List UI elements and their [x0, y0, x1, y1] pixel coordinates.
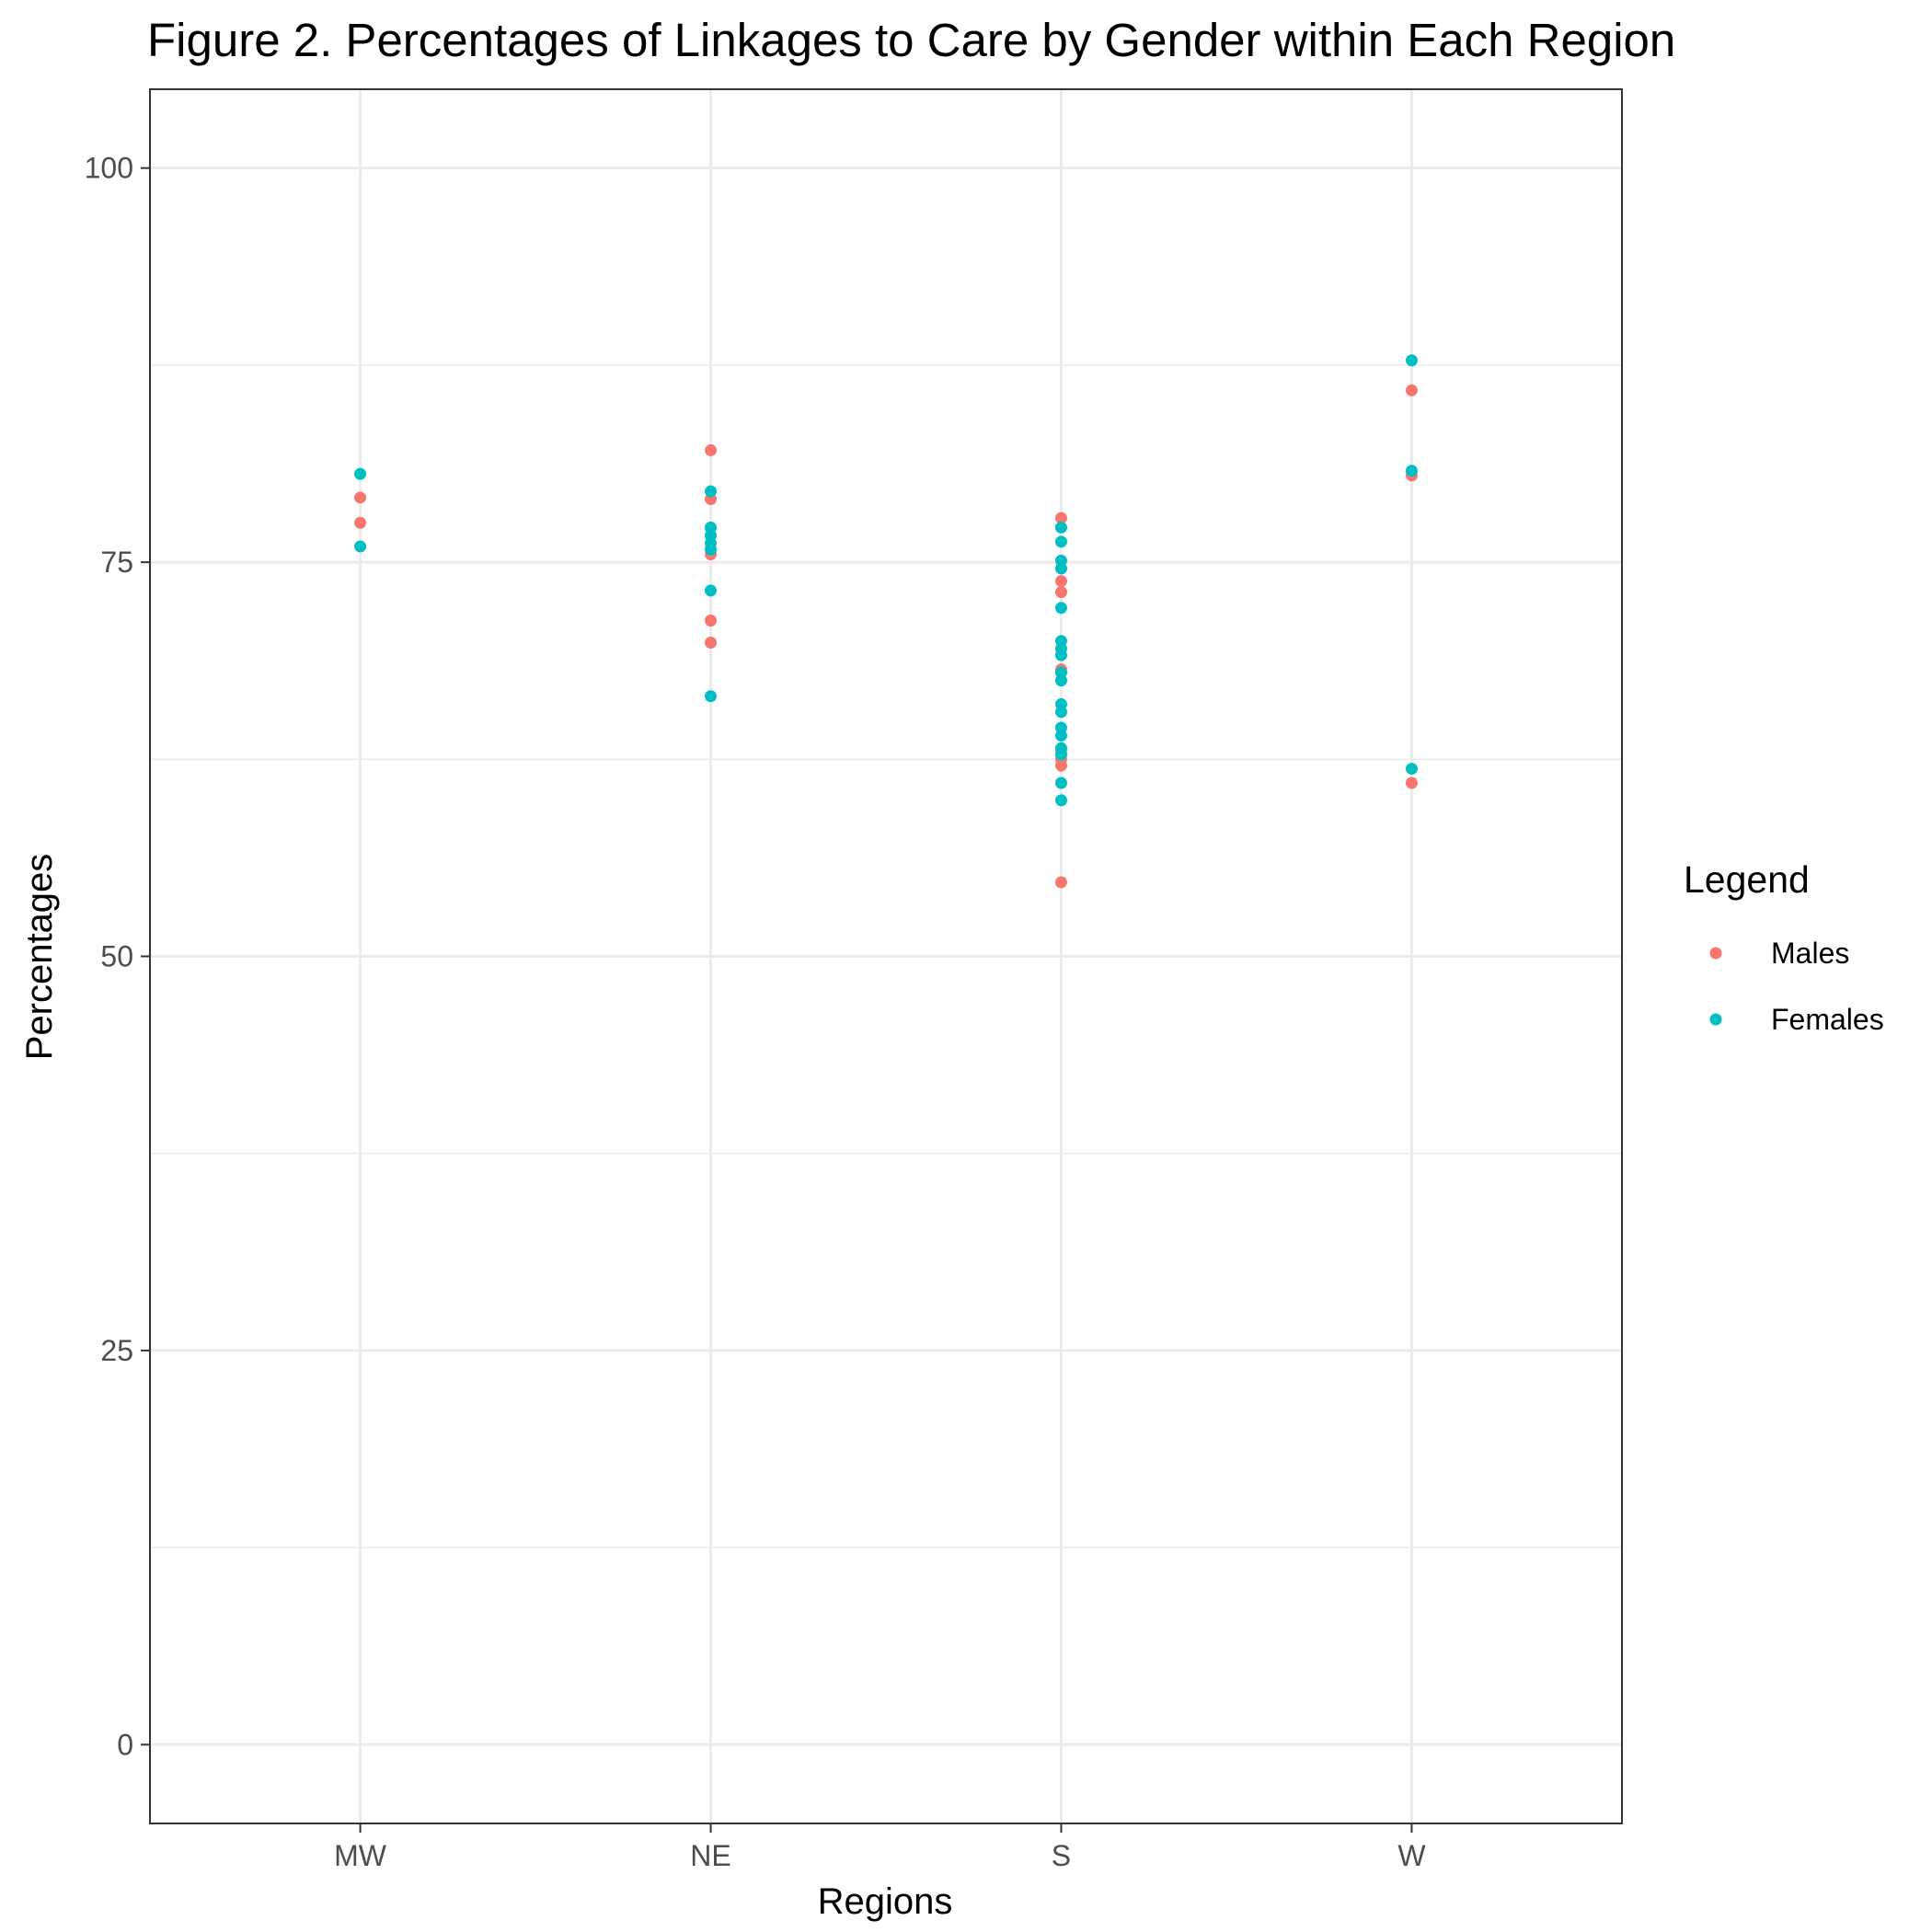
females-point [1054, 706, 1067, 719]
x-axis: MW NE S W [334, 1823, 1426, 1872]
minor-gridlines [150, 364, 1622, 1548]
females-point [354, 540, 367, 553]
females-point [1054, 748, 1067, 761]
major-gridlines [150, 89, 1622, 1823]
y-tick-label: 0 [117, 1728, 133, 1761]
legend-items: Males Females [1709, 937, 1884, 1036]
females-point [705, 690, 718, 703]
males-point [354, 516, 367, 529]
females-point [1054, 602, 1067, 615]
chart-title: Figure 2. Percentages of Linkages to Car… [147, 14, 1676, 66]
females-legend-label: Females [1771, 1003, 1884, 1036]
legend: Legend Males Females [1684, 858, 1884, 1036]
males-point [354, 491, 367, 504]
females-point [354, 467, 367, 480]
y-tick-label: 100 [85, 152, 133, 185]
x-tick-label: NE [690, 1839, 730, 1872]
females-point [1405, 763, 1418, 776]
females-point [1054, 521, 1067, 534]
males-point [1054, 512, 1067, 524]
females-point [1054, 730, 1067, 742]
females-point [1054, 535, 1067, 548]
x-tick-label: MW [334, 1839, 387, 1872]
males-point [1405, 776, 1418, 789]
y-axis-title: Percentages [19, 854, 60, 1061]
males-point [705, 443, 718, 456]
females-point [1405, 354, 1418, 367]
data-points [354, 354, 1418, 889]
males-point [1054, 586, 1067, 599]
females-point [705, 584, 718, 597]
males-point [1054, 575, 1067, 588]
males-point [1054, 759, 1067, 772]
males-point [705, 614, 718, 627]
males-point [1054, 876, 1067, 889]
males-point [1405, 384, 1418, 397]
y-tick-label: 75 [100, 546, 133, 579]
females-point [1054, 674, 1067, 687]
females-point [1054, 562, 1067, 575]
x-axis-title: Regions [818, 1881, 953, 1922]
legend-title: Legend [1684, 858, 1810, 901]
females-point [705, 543, 718, 556]
y-tick-label: 25 [100, 1334, 133, 1367]
females-point [705, 485, 718, 498]
females-point [1054, 649, 1067, 661]
x-tick-label: S [1052, 1839, 1071, 1872]
y-tick-label: 50 [100, 940, 133, 973]
females-legend-key [1709, 1013, 1722, 1026]
females-point [1054, 794, 1067, 807]
females-point [1405, 465, 1418, 477]
females-point [1054, 776, 1067, 789]
males-legend-key [1709, 947, 1722, 960]
males-legend-label: Males [1771, 937, 1849, 970]
males-point [705, 636, 718, 649]
y-axis: 0 25 50 75 100 [85, 152, 150, 1761]
x-tick-label: W [1397, 1839, 1426, 1872]
